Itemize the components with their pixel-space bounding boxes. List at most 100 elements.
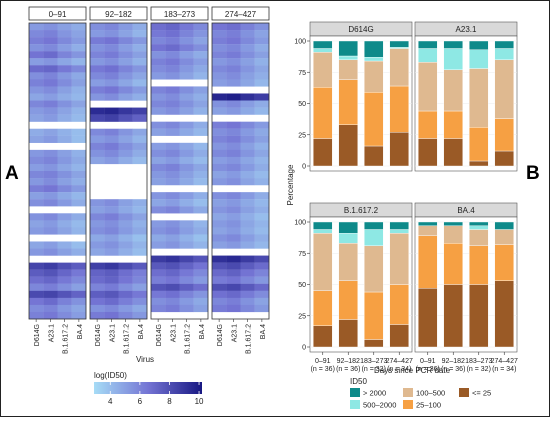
heatmap-cell	[57, 100, 72, 108]
heatmap-cell	[132, 262, 148, 270]
heatmap-cell	[71, 135, 87, 143]
heatmap-panel-label: 0–91	[49, 10, 67, 19]
heatmap-cell	[90, 142, 105, 151]
heatmap-column-label: B.1.617.2	[63, 324, 70, 354]
bar-segment	[418, 40, 438, 49]
heatmap-cell	[254, 220, 270, 228]
heatmap-cell	[118, 23, 133, 31]
heatmap-cell	[132, 58, 148, 66]
bar-segment	[389, 229, 409, 234]
bar-segment	[364, 40, 384, 58]
heatmap-cell	[29, 149, 44, 158]
bar-segment	[389, 233, 409, 285]
heatmap-cell	[212, 72, 227, 80]
heatmap-cell	[240, 297, 255, 306]
heatmap-cell	[179, 156, 194, 165]
heatmap-column-label: D614G	[217, 324, 224, 346]
colorbar-tick-label: 6	[138, 397, 143, 406]
heatmap-cell	[132, 304, 148, 313]
heatmap-cell	[212, 79, 227, 87]
heatmap-cell	[193, 100, 209, 108]
heatmap-cell	[71, 51, 87, 59]
heatmap-cell	[118, 128, 133, 136]
heatmap-cell	[226, 149, 241, 158]
heatmap-cell	[226, 269, 241, 277]
heatmap-cell	[57, 128, 72, 136]
bar-segment	[338, 233, 358, 244]
heatmap-cell	[57, 283, 72, 291]
bar-segment	[313, 138, 333, 167]
heatmap-cell	[43, 178, 58, 186]
heatmap-cell	[151, 220, 166, 228]
heatmap-cell	[193, 283, 209, 291]
heatmap-cell	[151, 297, 166, 306]
heatmap-cell	[43, 93, 58, 101]
heatmap-cell	[104, 220, 119, 228]
bar-y-tick-label: 50	[298, 101, 306, 108]
heatmap-cell	[165, 178, 180, 186]
heatmap-cell	[118, 283, 133, 291]
heatmap-cell	[43, 107, 58, 115]
heatmap-cell	[240, 163, 255, 172]
bar-segment	[494, 40, 514, 49]
heatmap-cell	[151, 58, 166, 66]
heatmap-cell	[165, 121, 180, 129]
heatmap-cell	[179, 206, 194, 214]
heatmap-strip	[28, 6, 87, 21]
bar-segment	[313, 40, 333, 49]
heatmap-cell	[118, 58, 133, 66]
heatmap-cell	[132, 86, 148, 94]
heatmap-cell	[57, 149, 72, 158]
heatmap-strip	[89, 6, 148, 21]
heatmap-panel-label: 92–182	[105, 10, 132, 19]
heatmap-cell	[254, 107, 270, 115]
bar-segment	[494, 59, 514, 119]
legend-label: 100–500	[416, 389, 445, 398]
heatmap-column-label: A23.1	[170, 324, 177, 342]
bar-segment	[364, 229, 384, 246]
heatmap-cell	[165, 262, 180, 270]
heatmap-cell	[29, 304, 44, 313]
heatmap-cell	[132, 37, 148, 45]
heatmap-cell	[57, 241, 72, 249]
heatmap-panel-label: 183–273	[164, 10, 196, 19]
heatmap-cell	[212, 213, 227, 221]
heatmap-cell	[254, 58, 270, 66]
heatmap-cell	[132, 51, 148, 59]
heatmap-cell	[212, 65, 227, 73]
heatmap-cell	[179, 65, 194, 73]
heatmap-cell	[43, 185, 58, 193]
heatmap-cell	[193, 171, 209, 179]
heatmap-cell	[193, 234, 209, 242]
heatmap-cell	[254, 163, 270, 172]
bar-y-tick-label: 25	[298, 313, 306, 320]
heatmap-cell	[57, 44, 72, 52]
heatmap-cell	[193, 304, 209, 313]
heatmap-cell	[165, 93, 180, 101]
heatmap-cell	[29, 283, 44, 291]
heatmap-cell	[118, 227, 133, 235]
bar-segment	[338, 221, 358, 234]
bar-x-tick-label: 183–273	[360, 358, 387, 365]
bar-x-n-label: (n = 36)	[336, 366, 360, 373]
heatmap-cell	[132, 93, 148, 101]
heatmap-cell	[43, 86, 58, 94]
heatmap-cell	[43, 192, 58, 200]
heatmap-cell	[57, 276, 72, 284]
heatmap-cell	[57, 199, 72, 207]
heatmap-cell	[193, 142, 209, 151]
heatmap-cell	[57, 65, 72, 73]
heatmap-cell	[165, 30, 180, 38]
bar-segment	[313, 48, 333, 53]
bar-x-n-label: (n = 34)	[387, 366, 411, 373]
bar-segment	[364, 57, 384, 62]
bar-segment	[364, 92, 384, 147]
heatmap-cell	[151, 142, 166, 151]
heatmap-cell	[212, 220, 227, 228]
heatmap-cell	[132, 283, 148, 291]
heatmap-cell	[165, 149, 180, 158]
heatmap-cell	[118, 30, 133, 38]
heatmap-cell	[226, 23, 241, 31]
heatmap-cell	[151, 37, 166, 45]
heatmap-cell	[118, 262, 133, 270]
